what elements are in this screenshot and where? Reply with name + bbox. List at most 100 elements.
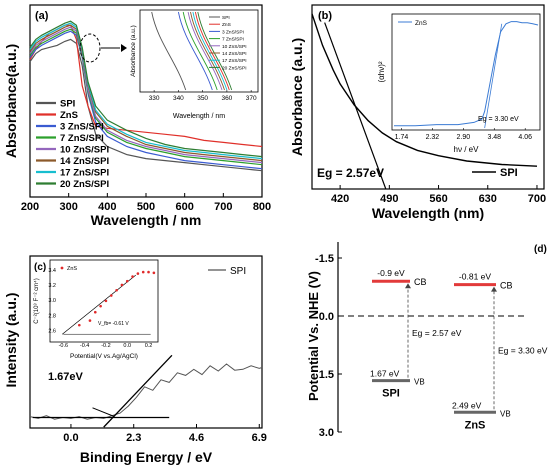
panel-c-inset-point bbox=[147, 270, 150, 274]
panel-b-x-ticks: 420 490 560 630 700 bbox=[331, 185, 546, 205]
panel-b: (b) 420 490 560 630 700 Wavelength (nm) Abso… bbox=[289, 4, 546, 221]
panel-a-x-tick-label: 600 bbox=[175, 201, 193, 213]
panel-d: (d) -1.50.01.53.0 Potential Vs. NHE (V) … bbox=[306, 242, 548, 439]
panel-c-x-axis-label: Binding Energy / eV bbox=[80, 449, 213, 465]
panel-a-series-line bbox=[29, 26, 263, 164]
panel-c-inset-group: -0.6 -0.4 -0.2 0.0 0.2 2.6 2.8 3.0 3.2 3.4 bbox=[48, 268, 156, 349]
panel-a-x-tick-label: 700 bbox=[214, 201, 232, 213]
panel-d-gap-arrowhead bbox=[491, 286, 497, 292]
panel-c-x-ticks: 0.0 2.3 4.6 6.9 bbox=[63, 424, 267, 444]
panel-b-inset-x-tick-label: 3.48 bbox=[487, 134, 501, 141]
panel-a-zoom-ellipse bbox=[79, 33, 101, 63]
panel-a-inset-legend-label: 7 ZnS/SPI bbox=[222, 37, 244, 43]
panel-b-tangent-line bbox=[324, 22, 387, 190]
panel-b-inset-frame bbox=[391, 13, 541, 131]
panel-d-cb-value: -0.81 eV bbox=[459, 272, 491, 282]
panel-a-legend-label: 10 ZnS/SPI bbox=[60, 145, 109, 156]
panel-a-x-axis-label: Wavelength / nm bbox=[91, 212, 202, 228]
panel-c-inset-point bbox=[152, 271, 156, 275]
panel-c: 0.0 2.3 4.6 6.9 Binding Energy / eV Intensi… bbox=[3, 255, 267, 465]
panel-d-cb-label: CB bbox=[414, 277, 427, 287]
panel-c-onset-arrow bbox=[92, 407, 115, 418]
panel-b-inset-x-ticks: 1.74 2.32 2.90 3.48 4.06 bbox=[395, 128, 532, 141]
panel-a-zoom-arrowhead bbox=[121, 44, 127, 52]
panel-c-inset-point bbox=[136, 272, 140, 275]
panel-a-x-ticks: 200 300 400 500 600 700 800 bbox=[21, 193, 271, 213]
panel-b-series-group bbox=[311, 13, 538, 190]
panel-a-inset-x-tick-label: 350 bbox=[197, 95, 208, 102]
panel-d-y-tick-label: 1.5 bbox=[319, 369, 334, 381]
panel-b-series-line bbox=[311, 13, 538, 167]
panel-a-inset-series-line bbox=[194, 11, 230, 91]
panel-a-x-tick-label: 300 bbox=[59, 201, 77, 213]
panel-d-material-name: ZnS bbox=[465, 419, 486, 431]
panel-b-inset-tangent-line bbox=[484, 23, 503, 129]
panel-a-legend-label: 14 ZnS/SPI bbox=[60, 156, 109, 167]
panel-a-inset-x-ticks: 330 340 350 360 370 bbox=[149, 90, 257, 102]
panel-a: (a) 200 300 400 500 600 700 800 Wavelength / n… bbox=[3, 4, 271, 228]
panel-c-inset-x-axis-label: Potential(V vs.Ag/AgCl) bbox=[70, 353, 138, 360]
panel-a-inset-series-line bbox=[197, 11, 233, 91]
panel-b-x-tick-label: 700 bbox=[528, 193, 546, 205]
panel-c-x-tick-label: 6.9 bbox=[252, 432, 267, 444]
panel-d-vb-value: 2.49 eV bbox=[452, 400, 482, 410]
panel-c-inset-x-tick-label: -0.2 bbox=[101, 343, 110, 349]
panel-c-inset-y-tick-label: 3.2 bbox=[48, 283, 56, 289]
panel-d-cb-value: -0.9 eV bbox=[377, 268, 405, 278]
panel-c-inset-point bbox=[141, 270, 145, 274]
panel-c-legend-label: SPI bbox=[230, 266, 246, 277]
panel-d-y-tick-label: -1.5 bbox=[315, 253, 334, 265]
panel-d-bands-group: -0.9 eV CB 1.67 eV VB SPI Eg = 2.57 eV -0.81 e… bbox=[370, 268, 548, 431]
panel-a-legend-label: 17 ZnS/SPI bbox=[60, 168, 109, 179]
panel-a-inset-x-tick-label: 340 bbox=[173, 95, 184, 102]
panel-a-x-tick-label: 400 bbox=[98, 201, 116, 213]
panel-d-y-axis-label: Potential Vs. NHE (V) bbox=[306, 271, 321, 401]
panel-a-series-line bbox=[29, 38, 263, 172]
panel-c-series-line bbox=[29, 363, 263, 420]
panel-c-x-tick-label: 2.3 bbox=[126, 432, 141, 444]
panel-c-label: (c) bbox=[34, 262, 46, 273]
panel-a-inset-legend-label: 17 ZnS/SPI bbox=[222, 58, 247, 64]
panel-b-inset-x-tick-label: 1.74 bbox=[395, 134, 409, 141]
panel-d-material-name: SPI bbox=[382, 388, 400, 400]
panel-c-inset-y-tick-label: 2.6 bbox=[48, 328, 56, 334]
panel-a-inset-x-tick-label: 360 bbox=[221, 95, 232, 102]
panel-b-inset-x-tick-label: 4.06 bbox=[518, 134, 532, 141]
panel-c-inset-x-tick-label: -0.6 bbox=[59, 343, 68, 349]
panel-a-legend-label: 20 ZnS/SPI bbox=[60, 179, 109, 190]
panel-c-inset-y-tick-label: 2.8 bbox=[48, 313, 56, 319]
panel-d-y-tick-label: 3.0 bbox=[319, 427, 334, 439]
panel-c-inset-legend-label: ZnS bbox=[67, 266, 77, 272]
panel-a-inset-series-line bbox=[177, 11, 213, 91]
panel-d-eg-label: Eg = 3.30 eV bbox=[498, 345, 548, 355]
panel-c-tangent-line bbox=[103, 354, 173, 428]
panel-a-label: (a) bbox=[35, 10, 49, 22]
panel-c-inset-x-tick-label: 0.2 bbox=[145, 343, 153, 349]
panel-a-legend-label: SPI bbox=[60, 99, 75, 110]
panel-a-inset-series-line bbox=[182, 11, 218, 91]
panel-a-inset-x-tick-label: 370 bbox=[246, 95, 257, 102]
panel-d-y-ticks: -1.5 0.0 1.5 3.0 bbox=[315, 253, 342, 439]
panel-c-inset-legend-marker bbox=[60, 266, 64, 270]
panel-c-y-axis-label: Intensity (a.u.) bbox=[3, 293, 19, 388]
panel-a-inset-x-tick-label: 330 bbox=[149, 95, 160, 102]
panel-b-inset-series-line bbox=[394, 21, 539, 127]
panel-c-inset-point bbox=[104, 299, 108, 303]
panel-c-inset-fit-line bbox=[62, 274, 136, 335]
panel-d-vb-label: VB bbox=[414, 378, 425, 387]
panel-c-inset-point bbox=[131, 275, 134, 278]
panel-b-y-axis-label: Absorbance (a.u.) bbox=[289, 38, 305, 156]
panel-a-x-tick-label: 500 bbox=[137, 201, 155, 213]
panel-b-x-tick-label: 420 bbox=[331, 193, 349, 205]
panel-a-series-line bbox=[29, 22, 263, 160]
panel-d-cb-label: CB bbox=[500, 281, 513, 291]
panel-c-inset-frame bbox=[49, 259, 159, 343]
panel-b-inset-eg-annotation: Eg = 3.30 eV bbox=[478, 116, 519, 123]
panel-a-inset-series-line bbox=[190, 11, 225, 91]
panel-c-onset-annotation: 1.67eV bbox=[48, 371, 84, 383]
panel-c-x-tick-label: 4.6 bbox=[189, 432, 204, 444]
panel-a-series-line bbox=[29, 30, 263, 170]
panel-c-frame bbox=[29, 255, 263, 429]
